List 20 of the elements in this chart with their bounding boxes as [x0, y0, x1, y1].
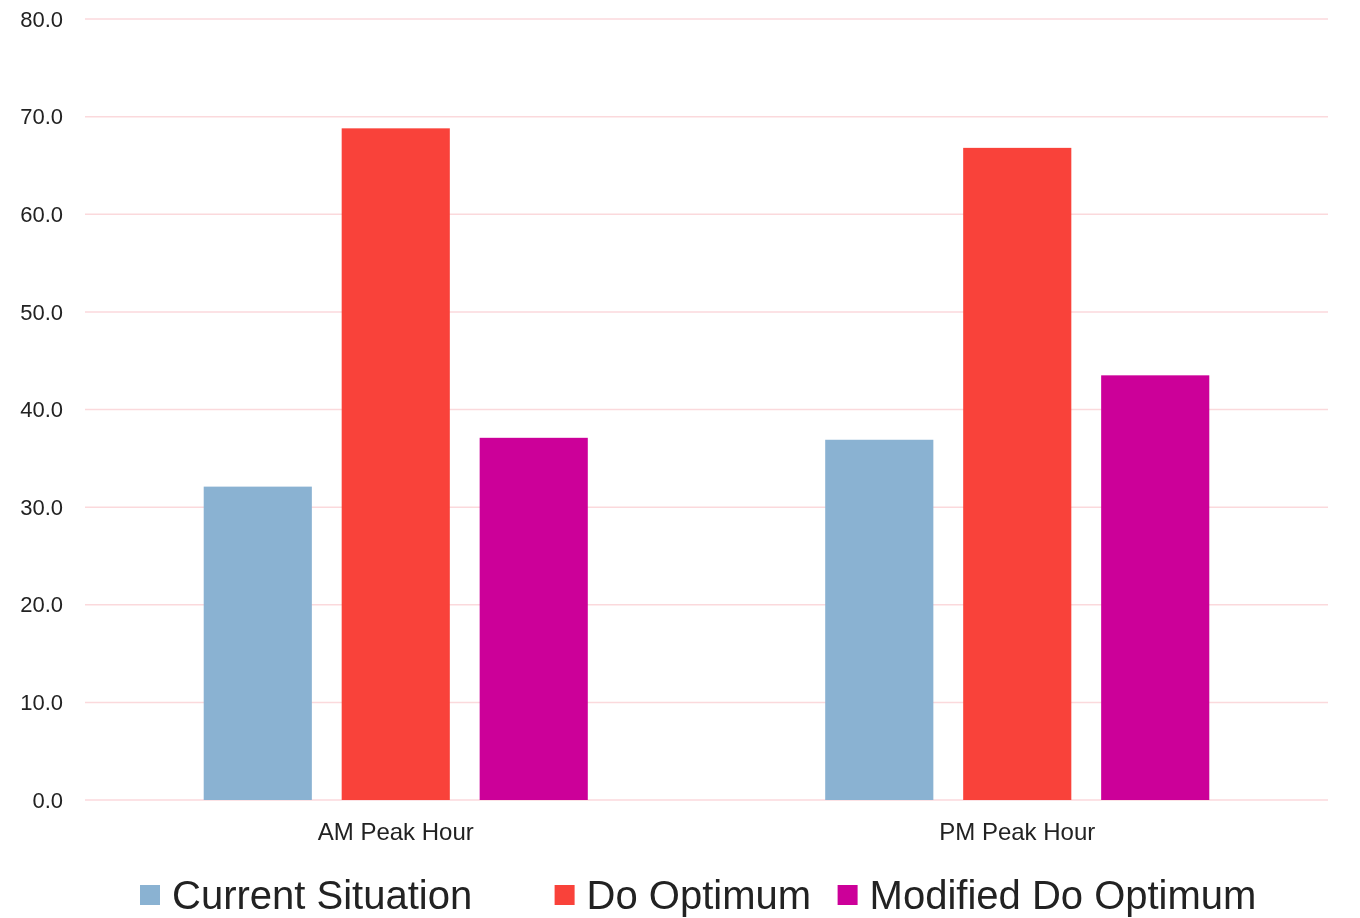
- x-tick-label: PM Peak Hour: [939, 818, 1096, 845]
- y-tick-label: 10.0: [20, 690, 63, 716]
- legend-label: Do Optimum: [586, 873, 812, 917]
- y-tick-label: 50.0: [20, 299, 63, 325]
- y-tick-label: 80.0: [20, 6, 63, 32]
- y-tick-label: 70.0: [20, 104, 63, 130]
- bar: [203, 486, 312, 800]
- bar: [341, 128, 450, 800]
- bar: [825, 439, 934, 800]
- y-tick-label: 0.0: [32, 787, 63, 813]
- y-tick-label: 40.0: [20, 397, 63, 423]
- bar: [1101, 375, 1210, 800]
- legend-label: Current Situation: [172, 873, 473, 917]
- y-tick-label: 20.0: [20, 592, 63, 618]
- legend-label: Modified Do Optimum: [869, 873, 1257, 917]
- y-tick-label: 30.0: [20, 494, 63, 520]
- x-tick-label: AM Peak Hour: [317, 818, 474, 845]
- y-tick-label: 60.0: [20, 201, 63, 227]
- bar: [479, 437, 588, 800]
- bar: [963, 147, 1072, 800]
